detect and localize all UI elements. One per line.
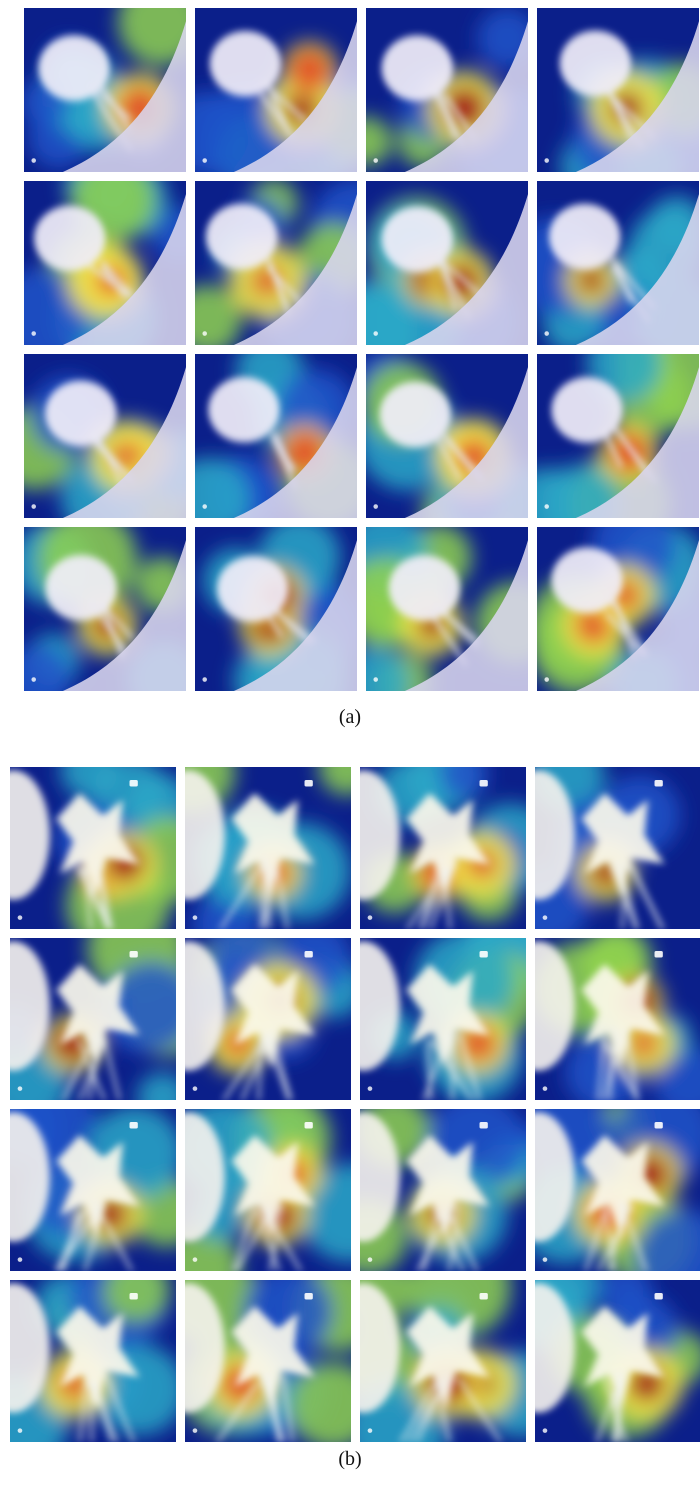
heatmap-tile-b-2-2 — [185, 938, 351, 1100]
heatmap-tile-b-1-2 — [185, 767, 351, 929]
heatmap-tile-a-1-3 — [366, 8, 528, 172]
panel-a: (a) — [24, 8, 699, 728]
heatmap-tile-a-1-2 — [195, 8, 357, 172]
heatmap-tile-b-3-1 — [10, 1109, 176, 1271]
heatmap-tile-a-3-4 — [537, 354, 699, 518]
heatmap-tile-b-1-1 — [10, 767, 176, 929]
heatmap-tile-a-4-1 — [24, 527, 186, 691]
panel-b: (b) — [0, 755, 700, 1486]
heatmap-tile-b-2-1 — [10, 938, 176, 1100]
heatmap-tile-b-4-4 — [535, 1280, 700, 1442]
heatmap-tile-a-4-2 — [195, 527, 357, 691]
heatmap-tile-b-3-3 — [360, 1109, 526, 1271]
heatmap-tile-b-1-3 — [360, 767, 526, 929]
heatmap-tile-b-2-3 — [360, 938, 526, 1100]
heatmap-tile-b-4-1 — [10, 1280, 176, 1442]
heatmap-tile-b-2-4 — [535, 938, 700, 1100]
heatmap-tile-b-4-2 — [185, 1280, 351, 1442]
heatmap-tile-b-4-3 — [360, 1280, 526, 1442]
heatmap-tile-a-2-1 — [24, 181, 186, 345]
heatmap-tile-a-4-4 — [537, 527, 699, 691]
panel-a-caption: (a) — [338, 706, 362, 728]
heatmap-tile-a-2-2 — [195, 181, 357, 345]
heatmap-tile-a-1-1 — [24, 8, 186, 172]
heatmap-tile-a-3-2 — [195, 354, 357, 518]
heatmap-tile-a-4-3 — [366, 527, 528, 691]
heatmap-tile-b-3-2 — [185, 1109, 351, 1271]
heatmap-tile-a-2-3 — [366, 181, 528, 345]
heatmap-tile-a-3-1 — [24, 354, 186, 518]
heatmap-tile-b-1-4 — [535, 767, 700, 929]
heatmap-tile-a-2-4 — [537, 181, 699, 345]
heatmap-tile-a-1-4 — [537, 8, 699, 172]
heatmap-tile-a-3-3 — [366, 354, 528, 518]
panel-b-caption: (b) — [338, 1448, 362, 1470]
heatmap-tile-b-3-4 — [535, 1109, 700, 1271]
